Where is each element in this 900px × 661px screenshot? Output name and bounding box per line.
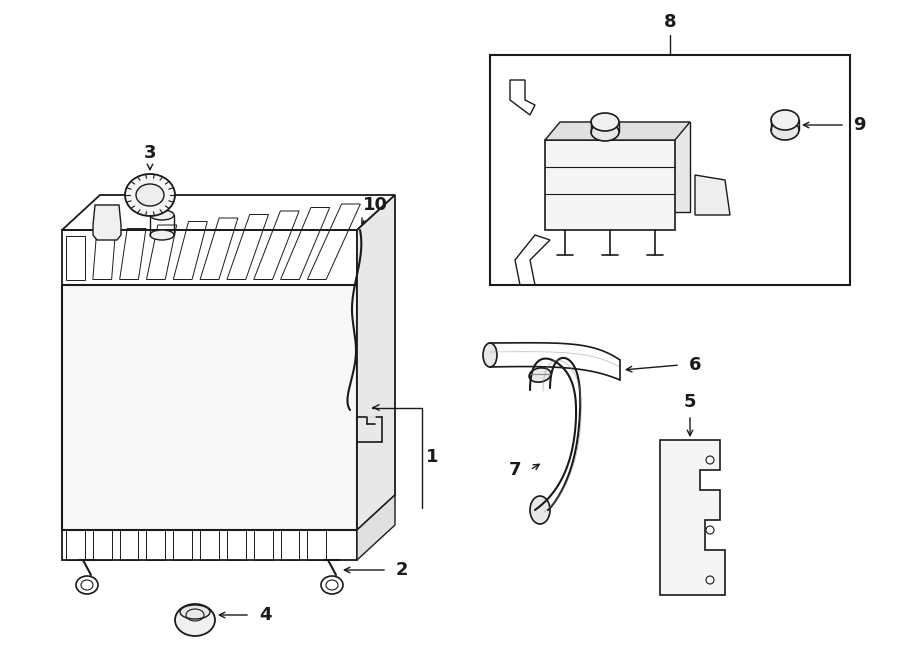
Text: 4: 4	[259, 606, 271, 624]
Ellipse shape	[771, 120, 799, 140]
Ellipse shape	[150, 230, 174, 240]
Ellipse shape	[771, 110, 799, 130]
Ellipse shape	[136, 184, 164, 206]
Polygon shape	[357, 195, 395, 530]
Polygon shape	[560, 122, 690, 212]
Ellipse shape	[175, 604, 215, 636]
Text: 1: 1	[426, 449, 438, 467]
Ellipse shape	[591, 113, 619, 131]
Text: 9: 9	[853, 116, 865, 134]
Text: 3: 3	[144, 144, 157, 162]
Polygon shape	[545, 122, 690, 140]
Ellipse shape	[180, 605, 210, 619]
Polygon shape	[545, 140, 675, 230]
Text: 2: 2	[396, 561, 409, 579]
Text: 10: 10	[363, 196, 388, 214]
Polygon shape	[695, 175, 730, 215]
Text: 5: 5	[684, 393, 697, 411]
Ellipse shape	[125, 174, 175, 216]
Text: 7: 7	[508, 461, 521, 479]
Polygon shape	[62, 285, 357, 530]
Polygon shape	[357, 495, 395, 560]
Ellipse shape	[529, 368, 551, 382]
Text: 8: 8	[663, 13, 676, 31]
Text: 6: 6	[688, 356, 701, 374]
Polygon shape	[660, 440, 725, 595]
Ellipse shape	[591, 123, 619, 141]
Bar	[490, 55, 850, 285]
Ellipse shape	[483, 343, 497, 367]
Ellipse shape	[530, 496, 550, 524]
Ellipse shape	[150, 210, 174, 220]
Polygon shape	[93, 205, 121, 240]
